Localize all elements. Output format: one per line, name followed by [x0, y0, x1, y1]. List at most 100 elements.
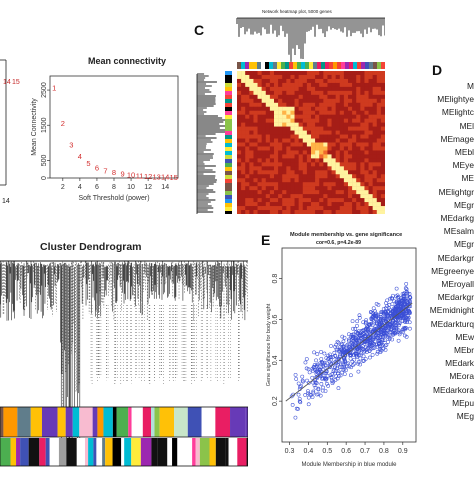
heatmap-cell: [331, 194, 336, 199]
heatmap-cell: [376, 150, 382, 155]
heatmap-cell: [360, 90, 365, 96]
heatmap-cell: [348, 170, 353, 175]
data-point: [362, 358, 366, 363]
heatmap-cell: [269, 146, 275, 151]
heatmap-cell: [237, 210, 242, 215]
heatmap-cell: [335, 182, 340, 187]
heatmap-cell: [265, 90, 271, 96]
heatmap-cell: [265, 110, 271, 115]
heatmap-cell: [343, 126, 349, 131]
heatmap-cell: [269, 122, 275, 127]
heatmap-cell: [237, 86, 242, 92]
heatmap-cell: [319, 158, 324, 163]
heatmap-cell: [335, 194, 340, 199]
heatmap-cell: [286, 126, 291, 131]
heatmap-cell: [306, 154, 312, 159]
heatmap-cell: [311, 106, 316, 111]
heatmap-cell: [376, 74, 382, 80]
heatmap-cell: [319, 114, 324, 119]
data-point: [403, 327, 407, 332]
heatmap-cell: [278, 82, 283, 88]
heatmap-cell: [380, 198, 386, 203]
data-point: [341, 339, 346, 344]
data-point: [403, 312, 408, 316]
heatmap-cell: [339, 126, 345, 131]
heatmap-cell: [245, 186, 250, 191]
heatmap-cell: [245, 162, 250, 167]
heatmap-cell: [237, 130, 242, 135]
dendrogram-title: Cluster Dendrogram: [40, 241, 142, 253]
heatmap-cell: [356, 146, 361, 151]
data-point: [338, 365, 343, 369]
heatmap-cell: [249, 174, 254, 179]
heatmap-cell: [319, 74, 324, 80]
heatmap-cell: [257, 114, 262, 119]
heatmap-cell: [323, 98, 328, 103]
heatmap-cell: [315, 198, 320, 203]
heatmap-cell: [282, 166, 287, 171]
heatmap-cell: [241, 78, 246, 84]
heatmap-cell: [302, 78, 308, 84]
heatmap-cell: [372, 174, 377, 179]
heatmap-cell: [274, 94, 279, 100]
trait-color-bar: [228, 438, 238, 466]
heatmap-cell: [348, 126, 353, 131]
data-point: [319, 382, 324, 386]
heatmap-cell: [364, 202, 369, 207]
heatmap-cell: [302, 142, 308, 147]
heatmap-cell: [315, 102, 320, 107]
heatmap-cell: [335, 122, 340, 127]
heatmap-cell: [311, 90, 316, 96]
heatmap-cell: [372, 102, 377, 107]
network-heatmap-panel: [195, 14, 386, 215]
heatmap-cell: [319, 138, 324, 143]
data-point: [357, 315, 362, 320]
heatmap-cell: [339, 170, 345, 175]
heatmap-cell: [352, 130, 357, 135]
data-point: [341, 349, 345, 354]
heatmap-cell: [311, 94, 316, 100]
data-point: [355, 319, 360, 324]
y-tick-label: 500: [41, 154, 48, 166]
data-point: [361, 359, 366, 364]
heatmap-cell: [278, 174, 283, 179]
data-point: [327, 356, 331, 360]
heatmap-cell: [237, 186, 242, 191]
trait-color-bar: [140, 438, 152, 466]
heatmap-cell: [339, 146, 345, 151]
x-tick-label: 0.9: [398, 448, 408, 455]
module-color-bar: [225, 103, 232, 107]
module-color-bar: [265, 62, 269, 69]
heatmap-cell: [237, 154, 242, 159]
heatmap-cell: [241, 142, 246, 147]
heatmap-cell: [339, 86, 345, 92]
heatmap-cell: [319, 178, 324, 183]
heatmap-cell: [253, 210, 258, 215]
heatmap-cell: [323, 186, 328, 191]
data-point: [314, 381, 319, 386]
heatmap-cell: [278, 198, 283, 203]
heatmap-cell: [245, 182, 250, 187]
heatmap-cell: [290, 194, 295, 199]
heatmap-cell: [348, 210, 353, 215]
heatmap-cell: [360, 206, 365, 211]
heatmap-cell: [306, 114, 312, 119]
heatmap-cell: [356, 134, 361, 139]
trait-color-bar: [10, 438, 17, 466]
heatmap-cell: [319, 130, 324, 135]
trait-color-bar: [177, 438, 188, 466]
trait-color-bar: [28, 438, 40, 466]
heatmap-cell: [368, 86, 373, 92]
heatmap-cell: [269, 118, 275, 123]
heatmap-cell: [302, 198, 308, 203]
heatmap-cell: [269, 206, 275, 211]
heatmap-cell: [257, 142, 262, 147]
heatmap-cell: [335, 154, 340, 159]
heatmap-cell: [339, 122, 345, 127]
data-point: 5: [86, 159, 90, 168]
heatmap-cell: [339, 102, 345, 107]
heatmap-cell: [302, 178, 308, 183]
data-point: [303, 360, 308, 365]
heatmap-cell: [352, 106, 357, 111]
heatmap-cell: [237, 194, 242, 199]
